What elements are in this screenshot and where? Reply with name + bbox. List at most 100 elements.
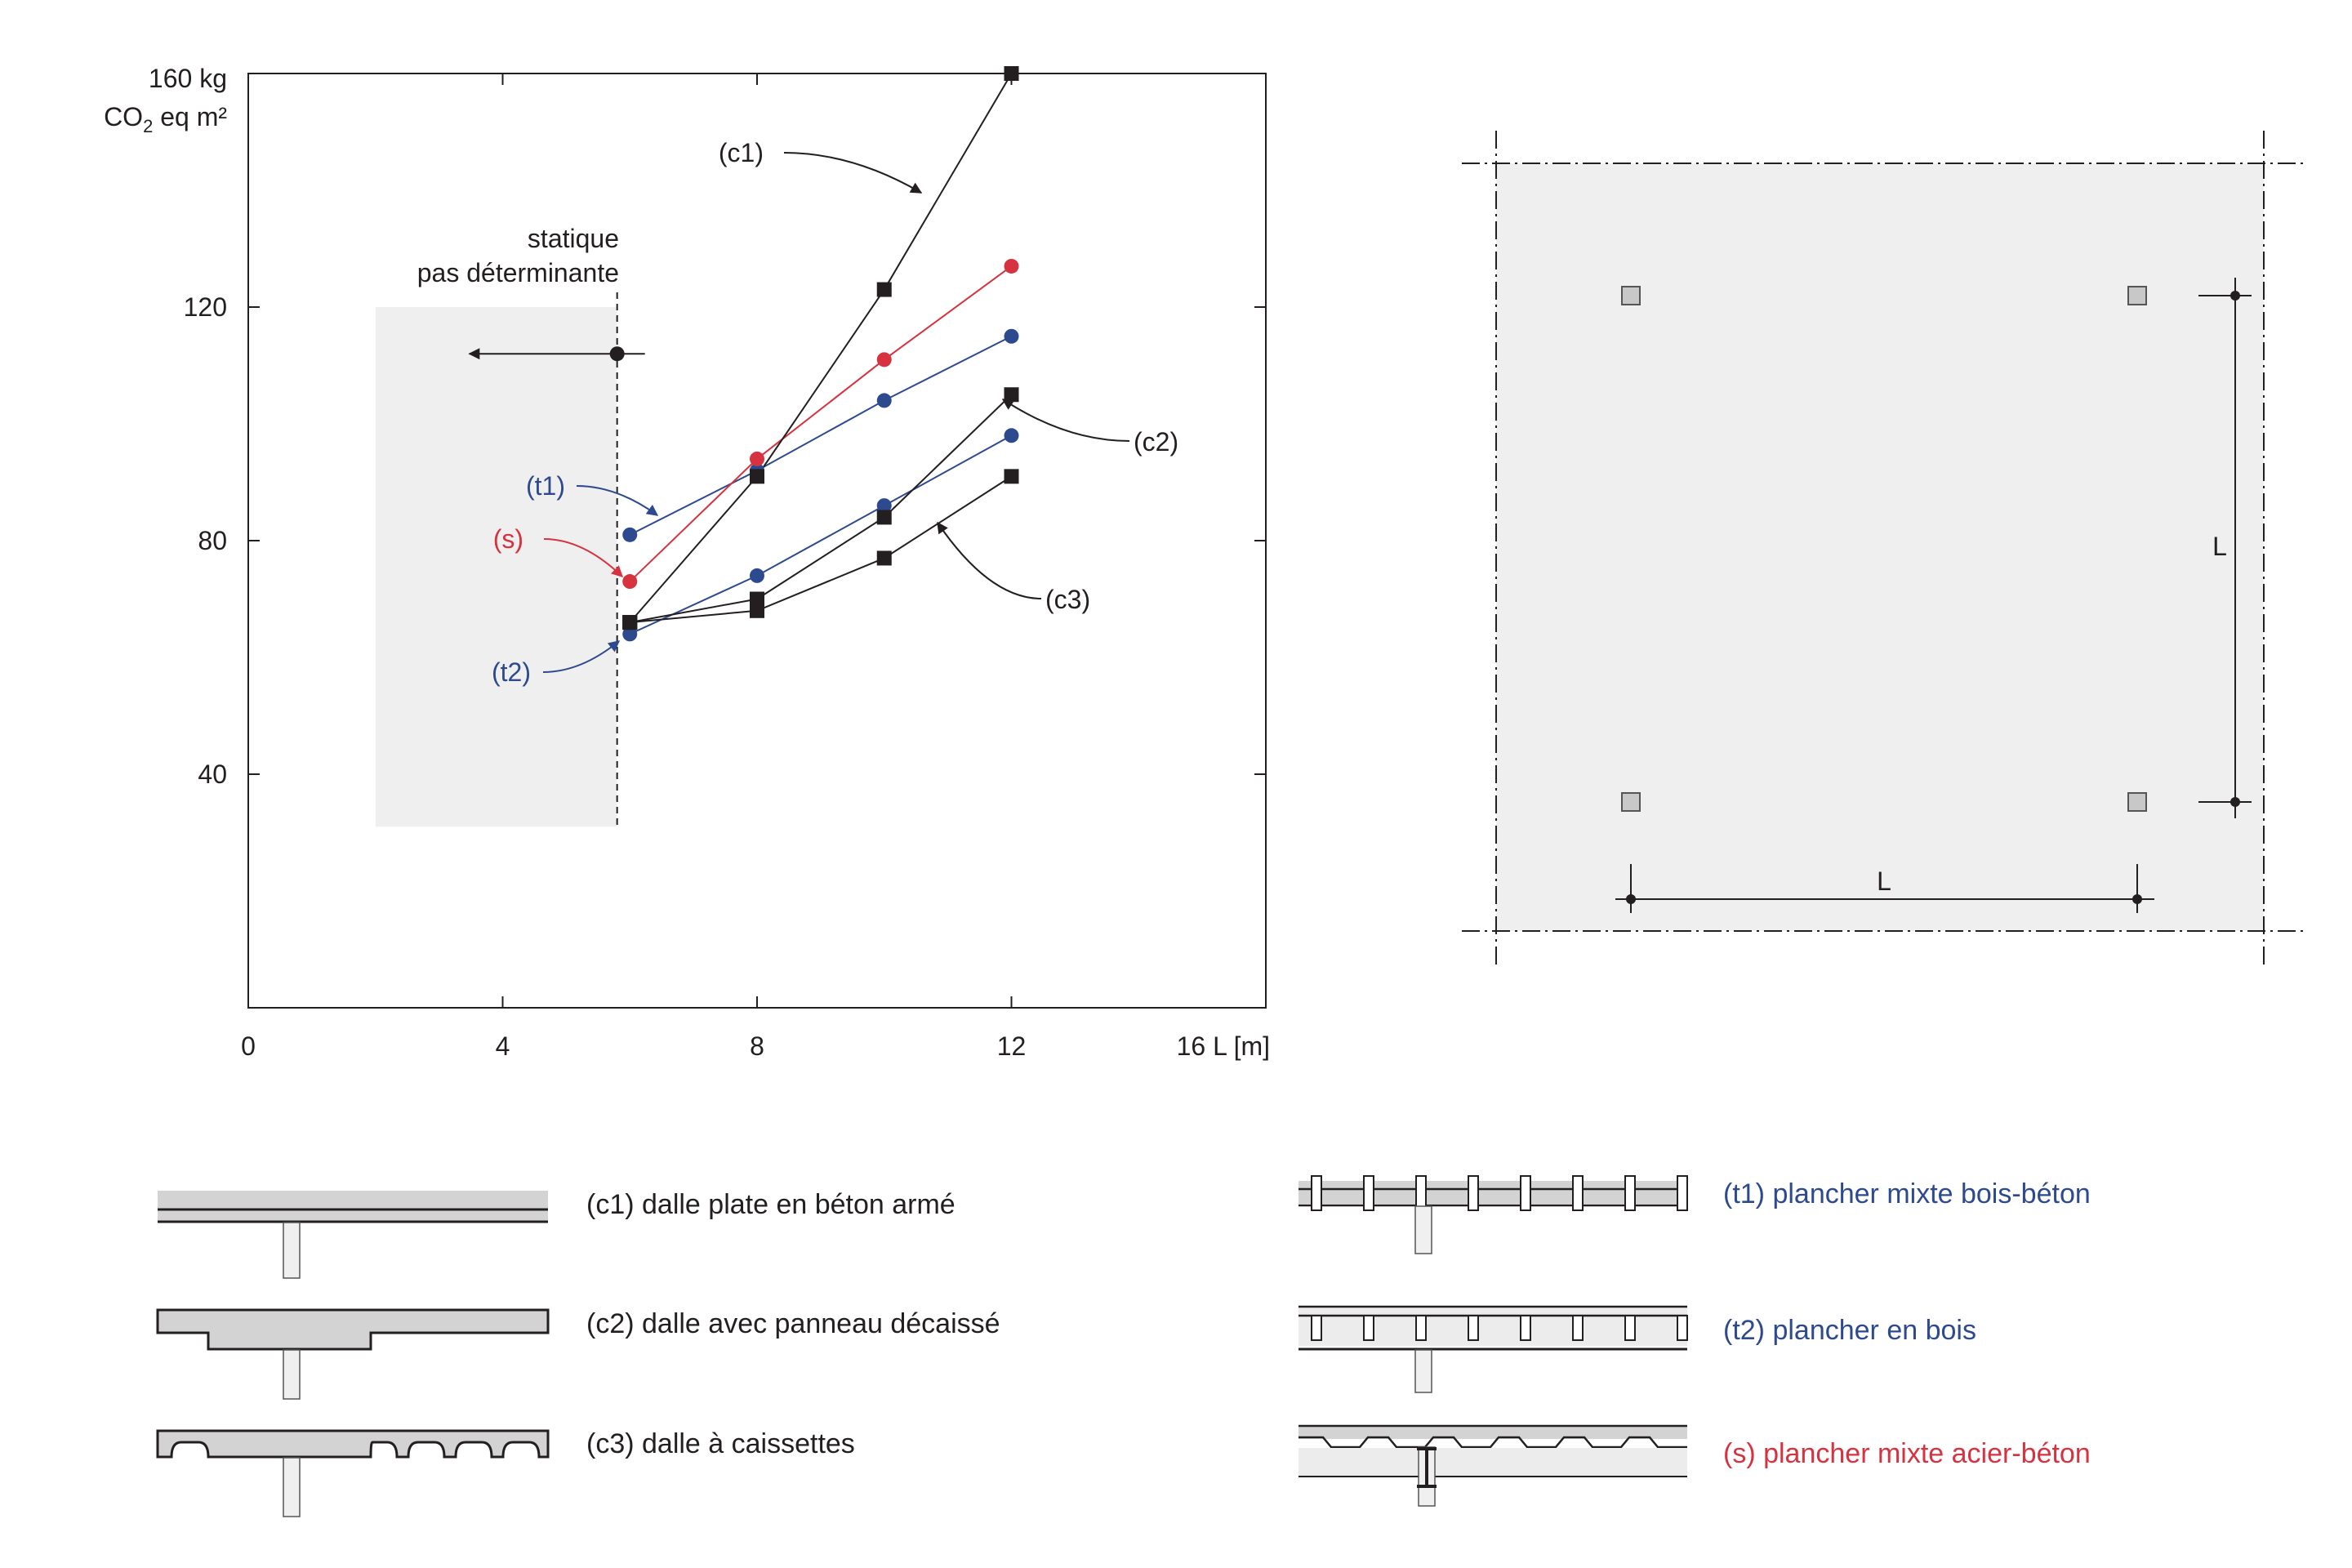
x-tick-label: 4: [496, 1031, 510, 1061]
column-bottom-left: [1621, 792, 1641, 812]
series-line-t1: [629, 335, 1012, 536]
marker-t2: [1004, 428, 1019, 443]
marker-c3: [750, 603, 764, 618]
series-label-s: (s): [493, 524, 523, 554]
legend-label-c3: (c3) dalle à caissettes: [586, 1428, 855, 1459]
series-line-s: [629, 265, 1013, 582]
t1-joist: [1415, 1175, 1427, 1211]
marker-t2: [876, 498, 892, 514]
series-lines: [629, 73, 1013, 635]
marker-c3: [1004, 469, 1019, 484]
leader-t1: [576, 485, 659, 516]
section-c2-drop-panel: [156, 1308, 550, 1400]
marker-c2: [876, 510, 892, 525]
column-top-right: [2127, 286, 2147, 305]
t1-joists: [1311, 1175, 1688, 1211]
leader-c1: [783, 152, 923, 194]
marker-c1: [1004, 66, 1019, 81]
t1-joist: [1468, 1175, 1479, 1211]
marker-t1: [1004, 328, 1019, 344]
series-line-c1: [629, 73, 1013, 623]
t1-joist: [1677, 1175, 1688, 1211]
marker-c2: [1004, 387, 1019, 403]
marker-c1: [750, 469, 764, 484]
y-tick-label: 120: [184, 292, 227, 322]
axis-tick-labels: 0 4 8 12 40 80 120: [184, 292, 1027, 1061]
t1-joist: [1624, 1175, 1636, 1211]
marker-c1: [876, 282, 892, 297]
marker-c3: [622, 615, 638, 630]
column-bottom-right: [2127, 792, 2147, 812]
y-tick-label: 40: [198, 760, 227, 789]
series-line-c2: [630, 394, 1013, 624]
x-tick-label: 8: [750, 1031, 764, 1061]
t2-joist: [1677, 1315, 1688, 1341]
marker-c3: [876, 550, 892, 566]
t2-joist: [1624, 1315, 1636, 1341]
leader-c3: [937, 521, 1042, 599]
section-c1-flat-slab: [158, 1191, 548, 1279]
span-label-vertical: L: [2212, 532, 2227, 561]
t2-joist: [1468, 1315, 1479, 1341]
t2-joist: [1311, 1315, 1322, 1341]
series-line-c3: [630, 475, 1013, 624]
leader-t2: [542, 640, 621, 673]
dim-dot: [2230, 797, 2240, 807]
threshold-label-line1: statique: [528, 224, 619, 253]
column-top-left: [1621, 286, 1641, 305]
series-line-t2: [629, 434, 1012, 635]
section-t2-timber-floor: [1298, 1305, 1688, 1393]
legend-sections: (c1) dalle plate en béton armé (c2) dall…: [156, 1175, 2091, 1517]
legend-label-t2: (t2) plancher en bois: [1723, 1315, 1976, 1346]
y-unit-line1: kg: [199, 64, 227, 93]
legend-label-c2: (c2) dalle avec panneau décaissé: [586, 1308, 1000, 1339]
series-callouts: (c1) (c2) (c3) (t1) (t2) (s): [492, 138, 1178, 687]
x-tick-label: 0: [241, 1031, 256, 1061]
leader-c2: [1001, 399, 1130, 442]
series-label-c3: (c3): [1045, 585, 1090, 614]
span-label-horizontal: L: [1877, 866, 1891, 896]
series-markers: [622, 66, 1019, 642]
marker-t1: [876, 393, 892, 408]
marker-t1: [622, 527, 638, 542]
t2-joist: [1363, 1315, 1374, 1341]
slab-area: [1496, 163, 2264, 931]
t2-joist: [1520, 1315, 1531, 1341]
t2-joists: [1311, 1315, 1688, 1341]
marker-t2: [750, 568, 764, 583]
t1-joist: [1363, 1175, 1374, 1211]
t1-joist: [1311, 1175, 1322, 1211]
legend-label-t1: (t1) plancher mixte bois-béton: [1723, 1178, 2091, 1209]
t2-joist: [1572, 1315, 1584, 1341]
t2-joist: [1415, 1315, 1427, 1341]
legend-label-s: (s) plancher mixte acier-béton: [1723, 1438, 2091, 1469]
series-label-t2: (t2): [492, 657, 531, 687]
plan-view-diagram: L L: [1462, 131, 2303, 968]
dim-dot: [1626, 894, 1636, 904]
series-label-t1: (t1): [526, 471, 565, 501]
marker-s: [750, 451, 764, 466]
threshold-label-line2: pas déterminante: [417, 258, 619, 287]
x-tick-label: 12: [997, 1031, 1027, 1061]
dim-dot: [2230, 291, 2240, 301]
marker-s: [876, 352, 892, 368]
t1-joist: [1572, 1175, 1584, 1211]
dim-dot: [2132, 894, 2142, 904]
x-tick-last-with-unit: 16 L [m]: [1177, 1031, 1270, 1061]
threshold-point: [609, 346, 625, 362]
section-c3-waffle-slab: [156, 1429, 550, 1517]
y-unit-label-line1: 160 kg: [149, 64, 227, 93]
section-s-steel-concrete: [1298, 1424, 1687, 1507]
y-unit-label-line2: CO2 eq m²: [104, 102, 227, 136]
marker-s: [1004, 258, 1019, 274]
series-label-c1: (c1): [719, 138, 764, 167]
y-tick-label: 80: [198, 526, 227, 555]
series-label-c2: (c2): [1134, 427, 1178, 457]
axis-ticks: [247, 73, 1267, 1008]
marker-c2: [750, 591, 764, 607]
shaded-region: [375, 307, 617, 827]
marker-s: [622, 574, 638, 590]
marker-t2: [622, 626, 638, 642]
y-tick-top: 160: [149, 64, 192, 93]
